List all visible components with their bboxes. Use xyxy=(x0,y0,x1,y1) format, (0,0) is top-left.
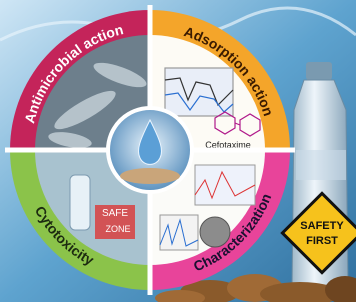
small-bottle xyxy=(70,175,90,230)
sign-line1: SAFETY xyxy=(300,220,344,232)
spectra xyxy=(165,68,233,116)
safe-zone-line1: SAFE xyxy=(102,208,128,219)
graphical-abstract: Cefotaxime SAFE ZONE Antimicrobial actio… xyxy=(0,0,356,302)
particles xyxy=(120,168,180,184)
safe-zone-line2: ZONE xyxy=(105,224,130,234)
sign-line2: FIRST xyxy=(306,235,338,247)
